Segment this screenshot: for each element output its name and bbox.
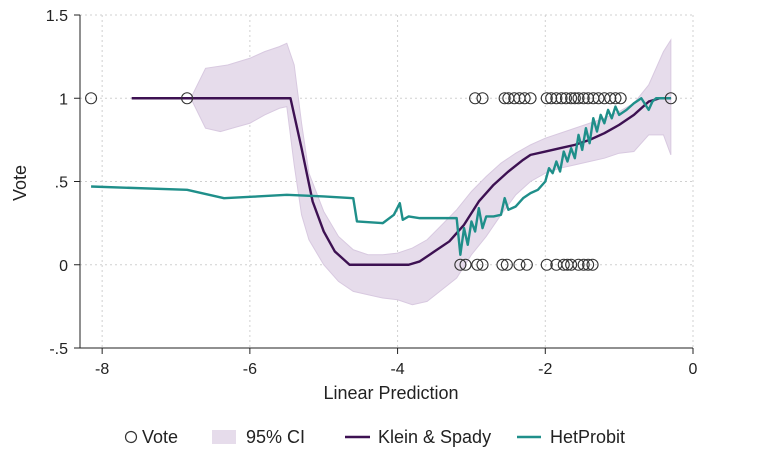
vote-point <box>557 258 570 271</box>
vote-point <box>586 258 599 271</box>
vote-point <box>181 92 194 105</box>
vote-point <box>555 92 568 105</box>
vote-point <box>471 258 484 271</box>
vote-point <box>459 258 472 271</box>
vote-point <box>572 258 585 271</box>
ci-band-layer <box>190 38 672 306</box>
x-tick-label: -6 <box>243 361 257 378</box>
legend-ci-swatch <box>212 430 236 444</box>
x-tick-label: -2 <box>538 361 552 378</box>
vote-point <box>582 92 595 105</box>
x-tick-label: -4 <box>390 361 404 378</box>
legend: Vote 95% CI Klein & Spady HetProbit <box>124 427 625 447</box>
vote-point <box>604 92 617 105</box>
vote-point <box>454 258 467 271</box>
vote-point <box>565 258 578 271</box>
vote-point <box>565 92 578 105</box>
hetprobit-layer <box>91 97 671 256</box>
klein-spady-layer <box>131 97 671 266</box>
vote-point <box>572 92 585 105</box>
vote-point <box>513 258 526 271</box>
x-tick-label: -8 <box>95 361 109 378</box>
y-tick-label: 1.5 <box>46 8 68 25</box>
vote-point <box>577 92 590 105</box>
hetprobit-line <box>91 97 671 256</box>
vote-point <box>469 92 482 105</box>
legend-het-label: HetProbit <box>550 427 625 447</box>
klein-spady-line <box>131 97 671 266</box>
y-tick-label: .5 <box>55 175 68 192</box>
vote-point <box>508 92 521 105</box>
vote-point <box>664 92 677 105</box>
vote-point <box>614 92 627 105</box>
vote-point <box>476 258 489 271</box>
vote-point <box>545 92 558 105</box>
legend-klein-label: Klein & Spady <box>378 427 491 447</box>
vote-point <box>540 92 553 105</box>
vote-point <box>85 92 98 105</box>
y-axis-title: Vote <box>10 165 30 201</box>
axes: -.5 0 .5 1 1.5 -8 -6 -4 -2 0 <box>46 8 698 378</box>
vote-point <box>518 92 531 105</box>
vote-point <box>520 258 533 271</box>
vote-point <box>524 92 537 105</box>
vote-point <box>540 258 553 271</box>
y-tick-label: 0 <box>59 258 68 275</box>
legend-ci-label: 95% CI <box>246 427 305 447</box>
vote-point <box>500 258 513 271</box>
legend-vote-marker <box>124 430 138 444</box>
vote-point <box>550 92 563 105</box>
vote-point <box>498 92 511 105</box>
vote-points-layer <box>85 92 677 271</box>
vote-point <box>496 258 509 271</box>
vote-point <box>582 258 595 271</box>
vote-point <box>559 92 573 105</box>
vote-point <box>609 92 622 105</box>
ci-band <box>190 38 672 306</box>
vote-point <box>476 92 489 105</box>
legend-vote-label: Vote <box>142 427 178 447</box>
x-axis-title: Linear Prediction <box>323 383 458 403</box>
x-tick-label: 0 <box>689 361 698 378</box>
vote-point <box>577 258 590 271</box>
vote-point <box>592 92 605 105</box>
vote-point <box>568 92 581 105</box>
y-tick-label: 1 <box>59 91 68 108</box>
y-tick-label: -.5 <box>49 341 68 358</box>
